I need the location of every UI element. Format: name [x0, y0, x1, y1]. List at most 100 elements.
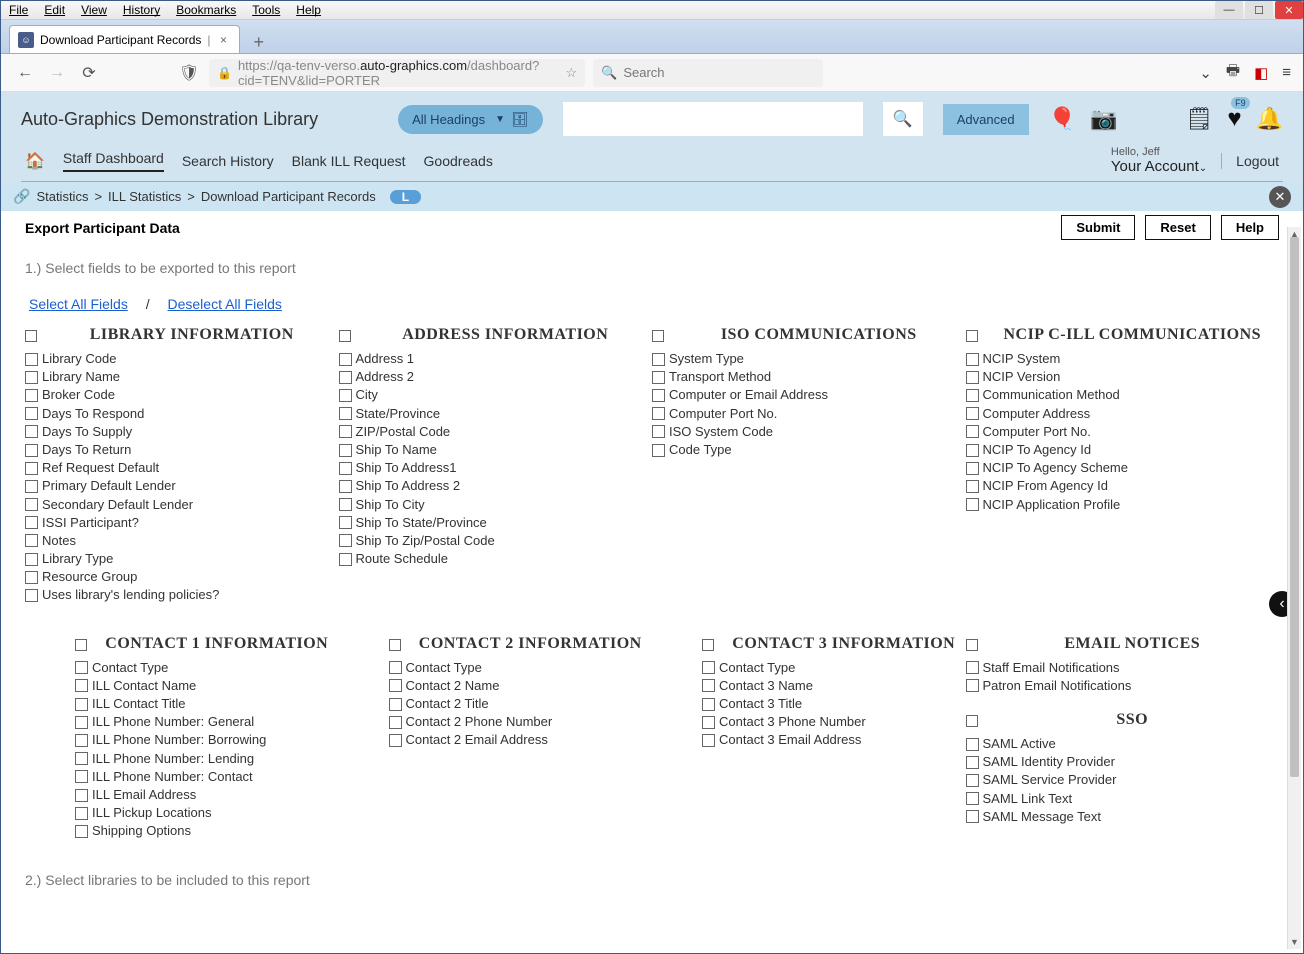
- field-checkbox[interactable]: [25, 353, 38, 366]
- menu-edit[interactable]: Edit: [36, 1, 73, 19]
- field-checkbox[interactable]: [966, 756, 979, 769]
- field-checkbox[interactable]: [75, 752, 88, 765]
- breadcrumb-close-button[interactable]: ✕: [1269, 186, 1291, 208]
- field-checkbox[interactable]: [339, 371, 352, 384]
- field-checkbox[interactable]: [25, 444, 38, 457]
- print-icon[interactable]: 🖶: [1226, 60, 1240, 85]
- field-checkbox[interactable]: [966, 738, 979, 751]
- field-checkbox[interactable]: [702, 661, 715, 674]
- tab-close-button[interactable]: ×: [217, 33, 231, 47]
- pocket-icon[interactable]: ⌄: [1199, 64, 1212, 82]
- field-checkbox[interactable]: [966, 810, 979, 823]
- group-checkbox[interactable]: [75, 639, 87, 651]
- heading-dropdown[interactable]: All Headings ▼ 🗄: [398, 105, 543, 134]
- field-checkbox[interactable]: [966, 679, 979, 692]
- nav-staff-dashboard[interactable]: Staff Dashboard: [63, 150, 164, 172]
- breadcrumb-item[interactable]: ILL Statistics: [108, 189, 181, 204]
- field-checkbox[interactable]: [966, 444, 979, 457]
- window-maximize-button[interactable]: ☐: [1245, 1, 1273, 19]
- field-checkbox[interactable]: [339, 480, 352, 493]
- main-search-input[interactable]: [563, 102, 863, 136]
- forward-button[interactable]: →: [45, 61, 69, 85]
- field-checkbox[interactable]: [652, 353, 665, 366]
- group-checkbox[interactable]: [966, 715, 978, 727]
- select-all-link[interactable]: Select All Fields: [29, 296, 128, 312]
- menu-help[interactable]: Help: [288, 1, 329, 19]
- list-icon[interactable]: 🗒: [1185, 106, 1213, 132]
- field-checkbox[interactable]: [652, 389, 665, 402]
- field-checkbox[interactable]: [339, 534, 352, 547]
- help-button[interactable]: Help: [1221, 215, 1279, 240]
- field-checkbox[interactable]: [75, 734, 88, 747]
- database-icon[interactable]: 🗄: [511, 111, 529, 128]
- field-checkbox[interactable]: [966, 792, 979, 805]
- scrollbar[interactable]: ▲ ▼: [1287, 227, 1301, 949]
- group-checkbox[interactable]: [389, 639, 401, 651]
- nav-search-history[interactable]: Search History: [182, 153, 274, 169]
- browser-tab[interactable]: ☺ Download Participant Records | ×: [9, 25, 240, 53]
- hamburger-menu-icon[interactable]: ≡: [1282, 64, 1291, 81]
- field-checkbox[interactable]: [75, 807, 88, 820]
- menu-history[interactable]: History: [115, 1, 168, 19]
- field-checkbox[interactable]: [339, 425, 352, 438]
- field-checkbox[interactable]: [966, 353, 979, 366]
- field-checkbox[interactable]: [702, 734, 715, 747]
- search-button[interactable]: 🔍: [883, 102, 923, 136]
- field-checkbox[interactable]: [75, 825, 88, 838]
- extension-icon[interactable]: ◧: [1254, 64, 1268, 82]
- bookmark-star-icon[interactable]: ☆: [566, 65, 578, 81]
- field-checkbox[interactable]: [75, 716, 88, 729]
- reset-button[interactable]: Reset: [1145, 215, 1210, 240]
- field-checkbox[interactable]: [389, 661, 402, 674]
- field-checkbox[interactable]: [702, 698, 715, 711]
- field-checkbox[interactable]: [966, 480, 979, 493]
- field-checkbox[interactable]: [75, 770, 88, 783]
- breadcrumb-item[interactable]: Download Participant Records: [201, 189, 376, 204]
- field-checkbox[interactable]: [702, 679, 715, 692]
- menu-bookmarks[interactable]: Bookmarks: [168, 1, 244, 19]
- field-checkbox[interactable]: [339, 553, 352, 566]
- balloon-icon[interactable]: 🎈: [1049, 106, 1076, 132]
- home-icon[interactable]: 🏠: [25, 151, 45, 171]
- window-close-button[interactable]: ✕: [1275, 1, 1303, 19]
- group-checkbox[interactable]: [25, 330, 37, 342]
- field-checkbox[interactable]: [389, 734, 402, 747]
- field-checkbox[interactable]: [339, 462, 352, 475]
- submit-button[interactable]: Submit: [1061, 215, 1135, 240]
- field-checkbox[interactable]: [966, 661, 979, 674]
- back-button[interactable]: ←: [13, 61, 37, 85]
- field-checkbox[interactable]: [966, 389, 979, 402]
- nav-blank-ill-request[interactable]: Blank ILL Request: [292, 153, 406, 169]
- field-checkbox[interactable]: [339, 516, 352, 529]
- field-checkbox[interactable]: [25, 371, 38, 384]
- field-checkbox[interactable]: [25, 462, 38, 475]
- menu-file[interactable]: File: [1, 1, 36, 19]
- new-tab-button[interactable]: +: [248, 32, 271, 53]
- field-checkbox[interactable]: [339, 353, 352, 366]
- nav-goodreads[interactable]: Goodreads: [424, 153, 493, 169]
- field-checkbox[interactable]: [25, 480, 38, 493]
- field-checkbox[interactable]: [75, 661, 88, 674]
- field-checkbox[interactable]: [339, 498, 352, 511]
- breadcrumb-item[interactable]: Statistics: [36, 189, 88, 204]
- scroll-down-icon[interactable]: ▼: [1288, 935, 1301, 949]
- field-checkbox[interactable]: [966, 774, 979, 787]
- menu-view[interactable]: View: [73, 1, 115, 19]
- field-checkbox[interactable]: [75, 679, 88, 692]
- field-checkbox[interactable]: [339, 389, 352, 402]
- group-checkbox[interactable]: [966, 639, 978, 651]
- url-bar[interactable]: 🔒 https://qa-tenv-verso.auto-graphics.co…: [209, 59, 585, 87]
- field-checkbox[interactable]: [966, 425, 979, 438]
- reload-button[interactable]: ⟳: [77, 61, 101, 85]
- group-checkbox[interactable]: [702, 639, 714, 651]
- field-checkbox[interactable]: [339, 407, 352, 420]
- browser-search-box[interactable]: 🔍 Search: [593, 59, 823, 87]
- bell-icon[interactable]: 🔔: [1256, 106, 1283, 132]
- field-checkbox[interactable]: [966, 407, 979, 420]
- field-checkbox[interactable]: [652, 425, 665, 438]
- group-checkbox[interactable]: [966, 330, 978, 342]
- field-checkbox[interactable]: [25, 589, 38, 602]
- field-checkbox[interactable]: [25, 407, 38, 420]
- field-checkbox[interactable]: [702, 716, 715, 729]
- field-checkbox[interactable]: [25, 516, 38, 529]
